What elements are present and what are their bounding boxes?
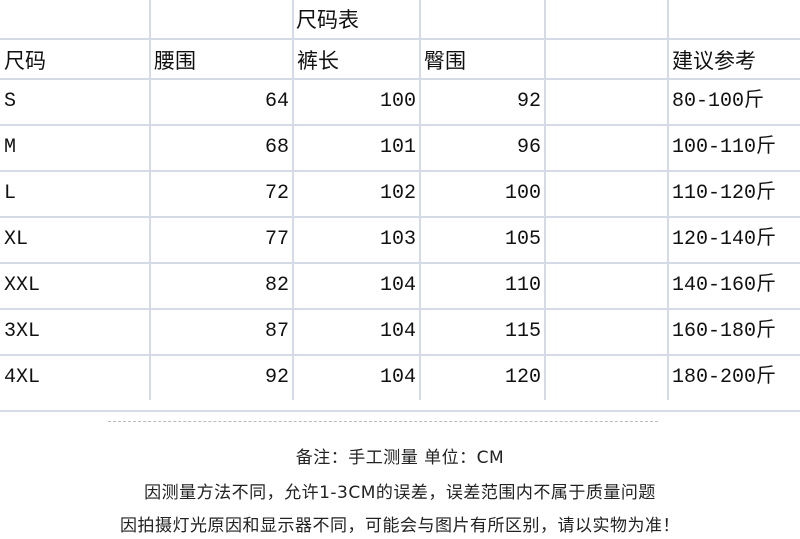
divider [108,421,658,422]
row-line [0,308,800,310]
cell-length: 100 [379,90,416,113]
column-line [667,0,669,400]
cell-hip: 115 [504,320,541,343]
cell-weight: 140-160斤 [672,274,777,297]
cell-weight: 160-180斤 [672,320,777,343]
note-color: 因拍摄灯光原因和显示器不同，可能会与图片有所区别，请以实物为准！ [120,516,680,536]
note-unit: 备注：手工测量 单位：CM [295,448,505,468]
cell-size: XL [4,228,29,251]
column-header: 腰围 [154,49,196,73]
column-header: 臀围 [424,49,466,73]
cell-length: 103 [379,228,416,251]
row-line [0,170,800,172]
cell-hip: 110 [504,274,541,297]
cell-waist: 82 [264,274,289,297]
note-tolerance: 因测量方法不同，允许1-3CM的误差，误差范围内不属于质量问题 [144,483,656,503]
column-line [292,0,294,400]
cell-hip: 100 [504,182,541,205]
cell-waist: 92 [264,366,289,389]
table-title: 尺码表 [296,8,359,32]
column-line [149,0,151,400]
row-line [0,38,800,40]
column-line [419,0,421,400]
cell-waist: 68 [264,136,289,159]
column-line [544,0,546,400]
cell-waist: 87 [264,320,289,343]
row-line [0,410,800,412]
row-line [0,124,800,126]
cell-length: 104 [379,320,416,343]
row-line [0,78,800,80]
cell-length: 104 [379,366,416,389]
cell-size: 3XL [4,320,41,343]
cell-hip: 120 [504,366,541,389]
cell-weight: 80-100斤 [672,90,765,113]
column-header: 建议参考 [672,49,756,73]
cell-weight: 120-140斤 [672,228,777,251]
size-table: 尺码表 尺码 腰围 裤长 臀围 建议参考 S 64 100 92 80-100斤 M 68 101 96 1… [0,0,800,412]
cell-size: XXL [4,274,41,297]
cell-size: 4XL [4,366,41,389]
cell-waist: 77 [264,228,289,251]
cell-size: L [4,182,17,205]
cell-length: 102 [379,182,416,205]
cell-hip: 92 [516,90,541,113]
cell-hip: 96 [516,136,541,159]
cell-length: 104 [379,274,416,297]
cell-size: S [4,90,17,113]
cell-length: 101 [379,136,416,159]
cell-hip: 105 [504,228,541,251]
row-line [0,354,800,356]
cell-waist: 72 [264,182,289,205]
cell-weight: 100-110斤 [672,136,777,159]
cell-waist: 64 [264,90,289,113]
row-line [0,216,800,218]
row-line [0,262,800,264]
column-header: 裤长 [297,49,339,73]
column-header: 尺码 [4,49,46,73]
cell-weight: 180-200斤 [672,366,777,389]
cell-weight: 110-120斤 [672,182,777,205]
cell-size: M [4,136,17,159]
